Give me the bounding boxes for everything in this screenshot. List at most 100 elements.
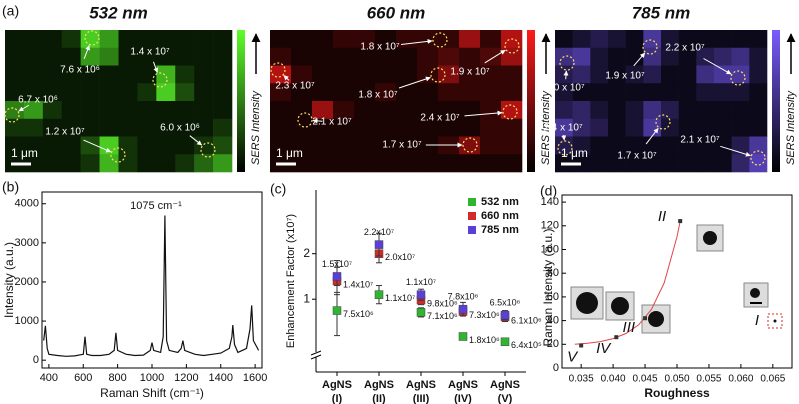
annotation-arrow bbox=[720, 145, 751, 157]
heat-cell bbox=[625, 136, 644, 155]
x-tick-label: (III) bbox=[413, 393, 430, 404]
x-tick-label: 1000 bbox=[140, 372, 164, 384]
heat-cell bbox=[625, 154, 644, 173]
x-axis-title: Raman Shift (cm⁻¹) bbox=[100, 386, 204, 400]
heat-cell bbox=[555, 101, 573, 120]
annotation: 1.4 x 10⁷ bbox=[130, 47, 170, 58]
heat-cell bbox=[270, 47, 292, 66]
heat-cell bbox=[99, 47, 119, 66]
heat-cell bbox=[375, 101, 397, 120]
heat-cell bbox=[213, 30, 233, 49]
heat-cell bbox=[572, 118, 591, 137]
heat-cell bbox=[731, 118, 750, 137]
peak-annotation: 1075 cm⁻¹ bbox=[130, 200, 182, 212]
value-label: 2.0x10⁷ bbox=[385, 252, 415, 262]
heat-cell bbox=[156, 154, 176, 173]
x-axis-title: Roughness bbox=[644, 386, 710, 400]
highlight-circle bbox=[504, 38, 520, 54]
marker bbox=[332, 306, 342, 315]
marker bbox=[416, 290, 426, 299]
heat-cell bbox=[312, 101, 334, 120]
heat-cell bbox=[99, 118, 119, 137]
annotation: 6.7 x 10⁶ bbox=[18, 95, 58, 106]
colorbar bbox=[237, 30, 245, 172]
heat-cell bbox=[61, 154, 81, 173]
heat-cell bbox=[731, 30, 750, 49]
heat-cell bbox=[137, 118, 157, 137]
x-tick-label: 1600 bbox=[243, 372, 267, 384]
value-label: 6.5x10⁶ bbox=[490, 298, 521, 308]
annotation-arrow bbox=[18, 104, 30, 112]
heat-cell bbox=[696, 47, 715, 66]
heat-cell bbox=[643, 101, 662, 120]
annotation: 1.7 x 10⁷ bbox=[382, 140, 422, 151]
heat-cell bbox=[590, 47, 609, 66]
value-label: 7.1x10⁶ bbox=[427, 311, 458, 321]
annotation-arrow bbox=[83, 45, 90, 59]
heat-cell bbox=[696, 65, 715, 84]
heat-cell bbox=[480, 118, 502, 137]
marker bbox=[416, 308, 426, 317]
heat-cell bbox=[678, 65, 697, 84]
heat-cell bbox=[333, 30, 355, 49]
heat-cell bbox=[312, 47, 334, 66]
heat-cell bbox=[396, 65, 418, 84]
scalebar-label: 1 μm bbox=[561, 146, 588, 160]
y-tick-label: 2000 bbox=[15, 276, 39, 288]
heat-cell bbox=[194, 154, 214, 173]
heat-cell bbox=[643, 83, 662, 102]
heat-cell bbox=[333, 118, 355, 137]
heat-cell bbox=[749, 118, 768, 137]
heat-cell bbox=[661, 136, 679, 155]
x-tick-label: 1200 bbox=[174, 372, 198, 384]
heat-cell bbox=[608, 47, 626, 66]
heat-cell bbox=[61, 83, 81, 102]
annotation-arrow bbox=[189, 135, 203, 146]
heat-cell bbox=[714, 65, 732, 84]
heat-cell bbox=[375, 47, 397, 66]
heat-cell bbox=[42, 154, 63, 173]
x-tick-label: AgNS bbox=[490, 379, 520, 391]
heat-cell bbox=[749, 136, 768, 155]
heat-cell bbox=[291, 47, 313, 66]
panel-title: 532 nm bbox=[89, 3, 148, 22]
heat-cell bbox=[438, 136, 460, 155]
heat-cell bbox=[501, 154, 523, 173]
annotation: 1.8 x 10⁷ bbox=[360, 42, 400, 53]
heat-cell bbox=[375, 118, 397, 137]
heat-cell bbox=[714, 101, 732, 120]
panel-label: (c) bbox=[270, 181, 286, 197]
heat-cell bbox=[312, 136, 334, 155]
panel-label: (d) bbox=[540, 183, 557, 199]
heat-cell bbox=[608, 118, 626, 137]
heat-cell bbox=[608, 65, 626, 84]
annotation: 2.1 x 10⁷ bbox=[680, 135, 720, 146]
annotation: 1.9 x 10⁷ bbox=[450, 67, 490, 78]
heat-cell bbox=[678, 30, 697, 49]
heat-cell bbox=[270, 118, 292, 137]
heat-cell bbox=[625, 101, 644, 120]
heat-cell bbox=[480, 136, 502, 155]
value-label: 6.1x10⁶ bbox=[511, 315, 542, 325]
y-tick-label: 3000 bbox=[15, 237, 39, 249]
marker bbox=[643, 316, 648, 321]
heat-cell bbox=[375, 136, 397, 155]
y-axis-title: Raman Intensity (a.u.) bbox=[541, 228, 555, 346]
highlight-circle bbox=[110, 147, 126, 163]
heat-cell bbox=[61, 47, 81, 66]
heat-cell bbox=[625, 30, 644, 49]
annotation-arrow bbox=[283, 75, 290, 81]
marker bbox=[614, 335, 619, 340]
heat-cell bbox=[354, 118, 376, 137]
marker bbox=[678, 219, 683, 224]
x-tick-label: (I) bbox=[332, 393, 343, 404]
heat-cell bbox=[459, 101, 481, 120]
annotation-arrow bbox=[645, 127, 659, 145]
heat-cell bbox=[555, 83, 573, 102]
x-tick-label: 600 bbox=[74, 372, 92, 384]
marker bbox=[374, 290, 384, 299]
highlight-circle bbox=[432, 32, 448, 48]
heat-cell bbox=[175, 47, 195, 66]
heat-cell bbox=[572, 136, 591, 155]
annotation-arrow bbox=[83, 139, 112, 153]
